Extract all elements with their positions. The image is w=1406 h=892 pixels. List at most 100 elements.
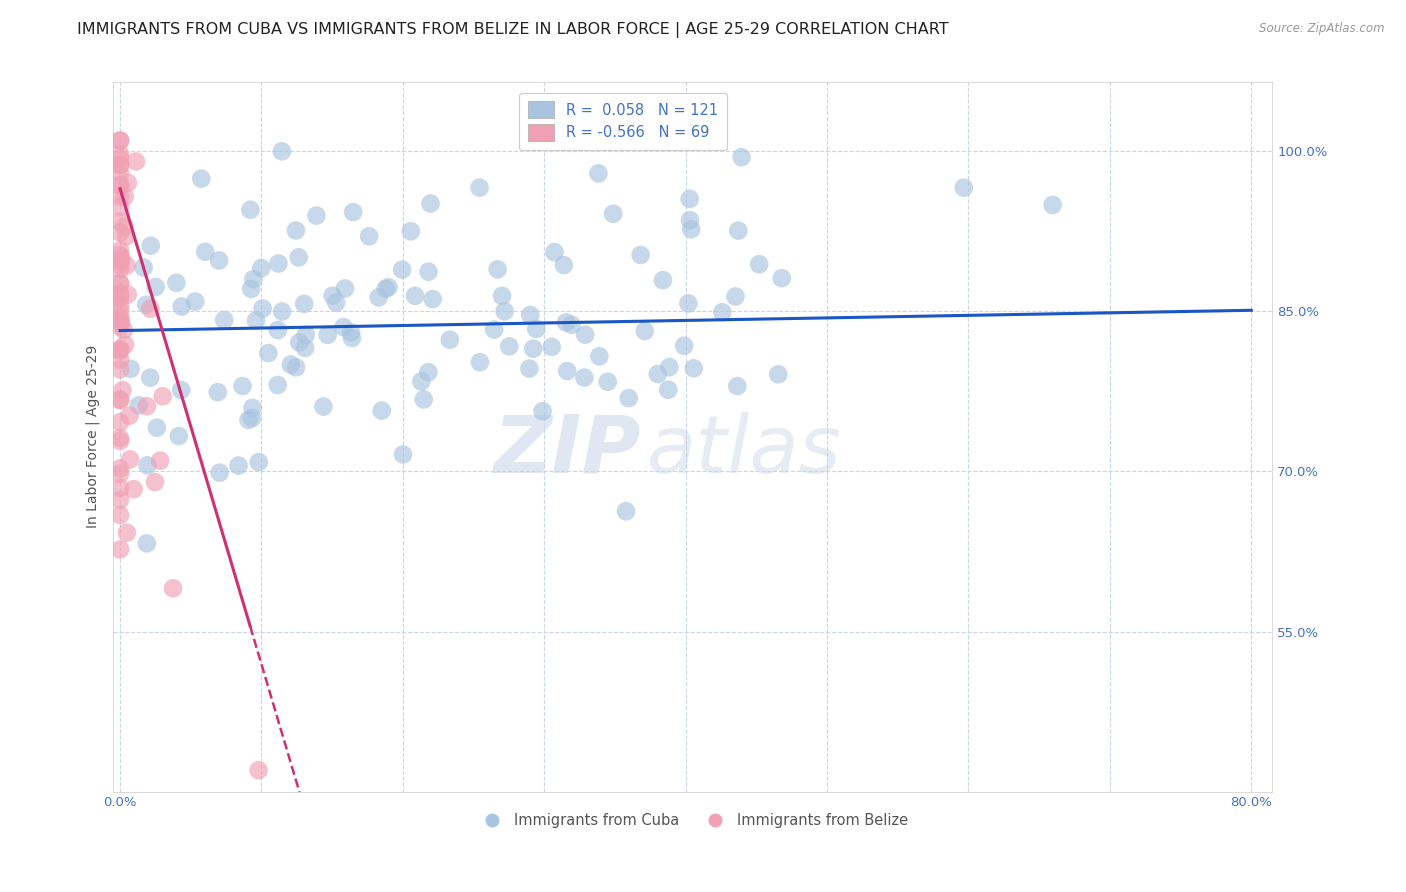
Point: [108, 158, 131, 172]
Point: [108, 492, 131, 507]
Point: [108, 147, 131, 161]
Point: [245, 313, 267, 327]
Point: [112, 323, 135, 337]
Point: [108, 286, 131, 301]
Point: [108, 352, 131, 367]
Point: [128, 398, 150, 412]
Point: [288, 335, 311, 350]
Point: [231, 379, 253, 393]
Point: [112, 219, 135, 234]
Point: [117, 287, 139, 301]
Point: [108, 277, 131, 291]
Point: [111, 383, 134, 397]
Point: [108, 362, 131, 376]
Point: [162, 582, 184, 596]
Point: [322, 289, 344, 303]
Point: [108, 415, 131, 429]
Point: [108, 344, 131, 359]
Point: [953, 180, 976, 194]
Point: [108, 248, 131, 262]
Text: IMMIGRANTS FROM CUBA VS IMMIGRANTS FROM BELIZE IN LABOR FORCE | AGE 25-29 CORREL: IMMIGRANTS FROM CUBA VS IMMIGRANTS FROM …: [77, 22, 949, 38]
Point: [108, 244, 131, 258]
Point: [770, 271, 793, 285]
Point: [602, 207, 624, 221]
Point: [543, 245, 565, 260]
Point: [555, 315, 578, 329]
Point: [136, 458, 159, 473]
Point: [170, 300, 193, 314]
Point: [170, 383, 193, 397]
Point: [673, 339, 696, 353]
Point: [588, 166, 610, 180]
Point: [574, 370, 596, 384]
Point: [1042, 198, 1064, 212]
Point: [634, 324, 657, 338]
Point: [540, 340, 562, 354]
Text: Source: ZipAtlas.com: Source: ZipAtlas.com: [1260, 22, 1385, 36]
Point: [115, 525, 138, 540]
Point: [108, 134, 131, 148]
Point: [108, 259, 131, 273]
Point: [125, 154, 148, 169]
Point: [681, 222, 703, 236]
Point: [392, 447, 415, 461]
Point: [287, 251, 309, 265]
Point: [724, 289, 747, 303]
Point: [679, 213, 702, 227]
Point: [108, 481, 131, 495]
Point: [108, 343, 131, 357]
Point: [110, 251, 132, 265]
Point: [399, 224, 422, 238]
Point: [727, 224, 749, 238]
Point: [149, 453, 172, 467]
Point: [152, 389, 174, 403]
Point: [110, 316, 132, 330]
Point: [108, 292, 131, 306]
Point: [651, 273, 673, 287]
Point: [146, 420, 169, 434]
Point: [139, 301, 162, 316]
Point: [145, 280, 167, 294]
Point: [118, 452, 141, 467]
Point: [143, 475, 166, 489]
Point: [242, 401, 264, 415]
Point: [294, 327, 316, 342]
Point: [614, 504, 637, 518]
Point: [135, 298, 157, 312]
Point: [212, 313, 235, 327]
Point: [340, 331, 363, 345]
Point: [630, 248, 652, 262]
Point: [519, 308, 541, 322]
Point: [167, 429, 190, 443]
Point: [561, 318, 583, 332]
Point: [108, 431, 131, 445]
Point: [280, 358, 302, 372]
Point: [190, 171, 212, 186]
Point: [517, 361, 540, 376]
Point: [120, 361, 142, 376]
Point: [252, 301, 274, 316]
Point: [115, 229, 138, 244]
Point: [257, 346, 280, 360]
Point: [108, 262, 131, 277]
Point: [285, 360, 308, 375]
Point: [118, 409, 141, 423]
Point: [250, 260, 273, 275]
Legend: Immigrants from Cuba, Immigrants from Belize: Immigrants from Cuba, Immigrants from Be…: [471, 807, 914, 834]
Point: [418, 265, 440, 279]
Point: [108, 392, 131, 407]
Point: [165, 276, 187, 290]
Point: [588, 349, 610, 363]
Point: [108, 319, 131, 334]
Point: [678, 296, 700, 310]
Point: [524, 322, 547, 336]
Point: [114, 189, 136, 203]
Point: [240, 411, 263, 425]
Point: [553, 258, 575, 272]
Point: [108, 303, 131, 318]
Point: [377, 280, 399, 294]
Point: [574, 327, 596, 342]
Point: [139, 370, 162, 384]
Point: [333, 281, 356, 295]
Point: [108, 393, 131, 408]
